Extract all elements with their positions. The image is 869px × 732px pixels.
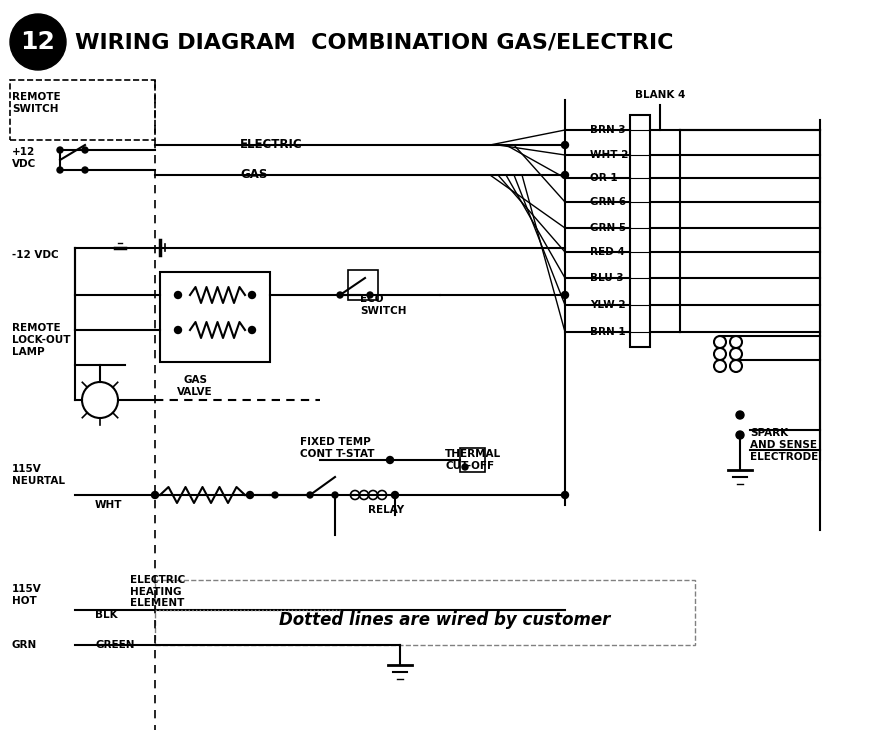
- Circle shape: [57, 147, 63, 153]
- Circle shape: [561, 171, 568, 179]
- Text: RED 4: RED 4: [590, 247, 625, 257]
- Circle shape: [10, 14, 66, 70]
- Text: REMOTE
SWITCH: REMOTE SWITCH: [12, 92, 61, 113]
- Text: 12: 12: [21, 30, 56, 54]
- Text: 115V
HOT: 115V HOT: [12, 584, 42, 606]
- Text: WIRING DIAGRAM  COMBINATION GAS/ELECTRIC: WIRING DIAGRAM COMBINATION GAS/ELECTRIC: [75, 32, 673, 52]
- Text: -12 VDC: -12 VDC: [12, 250, 58, 260]
- Text: GRN 6: GRN 6: [590, 197, 627, 207]
- Text: BLU 3: BLU 3: [590, 273, 624, 283]
- Text: FIXED TEMP
CONT T-STAT: FIXED TEMP CONT T-STAT: [300, 437, 375, 459]
- Circle shape: [736, 431, 744, 439]
- Bar: [630, 115, 650, 347]
- Circle shape: [561, 491, 568, 498]
- Text: YLW 2: YLW 2: [590, 300, 626, 310]
- Bar: [460, 448, 485, 472]
- Circle shape: [367, 292, 373, 298]
- Text: BLANK 4: BLANK 4: [635, 90, 685, 100]
- Text: OR 1: OR 1: [590, 173, 618, 183]
- Circle shape: [247, 491, 254, 498]
- Circle shape: [307, 492, 313, 498]
- Text: GAS
VALVE: GAS VALVE: [177, 375, 213, 397]
- Circle shape: [82, 167, 88, 173]
- Text: BRN 1: BRN 1: [590, 327, 626, 337]
- Text: ECO
SWITCH: ECO SWITCH: [360, 294, 407, 315]
- Circle shape: [175, 326, 182, 334]
- Circle shape: [387, 457, 394, 463]
- Text: 115V
NEURTAL: 115V NEURTAL: [12, 464, 65, 486]
- Text: GREEN: GREEN: [95, 640, 135, 650]
- Text: WHT 2: WHT 2: [590, 150, 628, 160]
- Text: WHT: WHT: [95, 500, 123, 510]
- Circle shape: [337, 292, 343, 298]
- Circle shape: [561, 291, 568, 299]
- Circle shape: [392, 491, 399, 498]
- Text: THERMAL
CUT-OFF: THERMAL CUT-OFF: [445, 449, 501, 471]
- Text: ELECTRIC
HEATING
ELEMENT: ELECTRIC HEATING ELEMENT: [130, 575, 185, 608]
- Circle shape: [462, 464, 468, 470]
- Text: REMOTE
LOCK-OUT
LAMP: REMOTE LOCK-OUT LAMP: [12, 324, 70, 356]
- Text: RELAY: RELAY: [368, 505, 404, 515]
- Circle shape: [57, 167, 63, 173]
- Circle shape: [151, 491, 158, 498]
- Circle shape: [82, 147, 88, 153]
- Text: BLK: BLK: [95, 610, 117, 620]
- Circle shape: [272, 492, 278, 498]
- Circle shape: [332, 492, 338, 498]
- Text: GRN: GRN: [12, 640, 37, 650]
- Circle shape: [175, 291, 182, 299]
- Text: +12
VDC: +12 VDC: [12, 147, 36, 169]
- Text: Dotted lines are wired by customer: Dotted lines are wired by customer: [279, 611, 611, 629]
- Text: GAS: GAS: [240, 168, 268, 182]
- Bar: [348, 270, 378, 300]
- Text: BRN 3: BRN 3: [590, 125, 626, 135]
- Circle shape: [561, 141, 568, 149]
- Circle shape: [249, 291, 255, 299]
- Bar: [160, 272, 270, 362]
- Circle shape: [249, 326, 255, 334]
- Circle shape: [736, 411, 744, 419]
- Text: GRN 5: GRN 5: [590, 223, 627, 233]
- Text: ELECTRIC: ELECTRIC: [240, 138, 302, 152]
- Text: SPARK
AND SENSE
ELECTRODE: SPARK AND SENSE ELECTRODE: [750, 428, 819, 462]
